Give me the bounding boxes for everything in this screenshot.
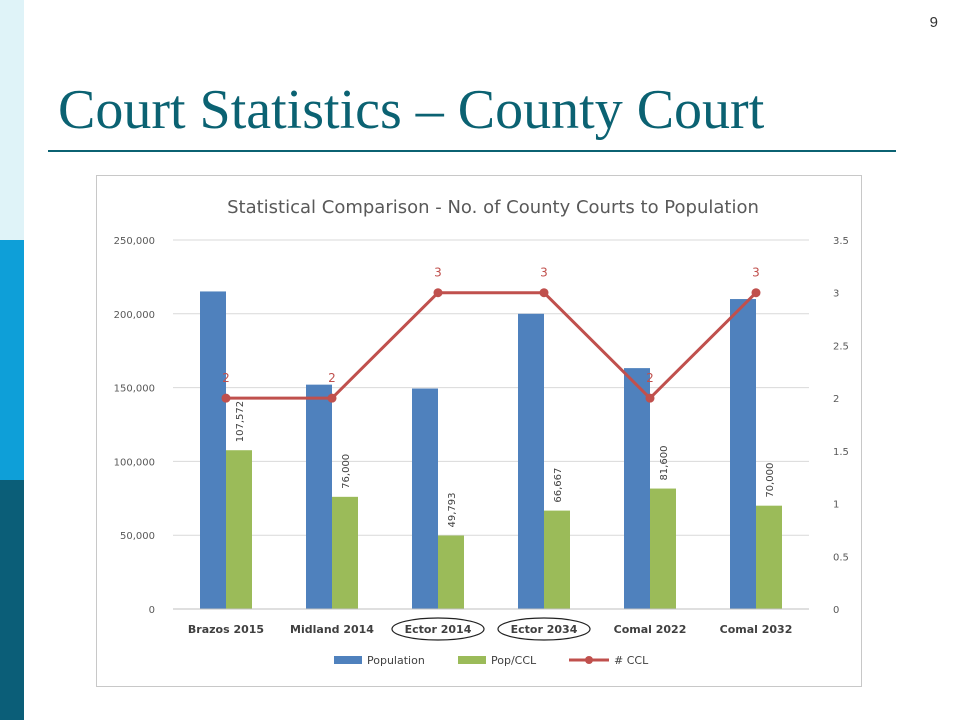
marker-ccl (751, 288, 761, 298)
data-label-pop-ccl: 107,572 (235, 401, 246, 442)
y-right-tick-label: 0.5 (833, 552, 849, 563)
chart-title: Statistical Comparison - No. of County C… (227, 197, 759, 218)
slide-title: Court Statistics – County Court (58, 79, 765, 141)
category-label: Ector 2014 (405, 623, 472, 636)
y-right-tick-label: 3 (833, 289, 839, 300)
legend-swatch-population (334, 656, 362, 664)
marker-ccl (221, 393, 231, 403)
data-label-ccl: 2 (646, 371, 654, 385)
category-highlight-circle (391, 617, 485, 641)
legend-marker-ccl (585, 656, 593, 664)
y-right-tick-label: 0 (833, 605, 839, 616)
chart-frame: Statistical Comparison - No. of County C… (96, 175, 862, 687)
bar-population (306, 384, 332, 609)
bar-pop-ccl (226, 450, 252, 609)
y-left-tick-label: 250,000 (114, 236, 155, 247)
y-left-tick-label: 150,000 (114, 384, 155, 395)
side-accent-bottom (0, 480, 24, 720)
data-label-ccl: 3 (540, 266, 548, 280)
bar-population (624, 368, 650, 609)
side-accent-top (0, 0, 24, 240)
bar-pop-ccl (544, 510, 570, 609)
category-highlight-circle (497, 617, 591, 641)
bar-pop-ccl (438, 535, 464, 609)
category-label: Comal 2022 (614, 623, 687, 636)
data-label-pop-ccl: 70,000 (765, 463, 776, 498)
category-label: Brazos 2015 (188, 623, 264, 636)
y-right-tick-label: 1 (833, 500, 839, 511)
legend-label-ccl: # CCL (614, 654, 649, 667)
data-label-pop-ccl: 81,600 (659, 446, 670, 481)
marker-ccl (645, 393, 655, 403)
y-left-tick-label: 100,000 (114, 457, 155, 468)
y-right-tick-label: 3.5 (833, 236, 849, 247)
legend-label-pop-ccl: Pop/CCL (491, 654, 537, 667)
y-left-tick-label: 0 (149, 605, 155, 616)
category-label: Midland 2014 (290, 623, 374, 636)
bar-population (518, 313, 544, 609)
data-label-ccl: 3 (434, 266, 442, 280)
y-right-tick-label: 1.5 (833, 447, 849, 458)
marker-ccl (433, 288, 443, 298)
marker-ccl (539, 288, 549, 298)
category-label: Comal 2032 (720, 623, 793, 636)
data-label-pop-ccl: 49,793 (447, 493, 458, 528)
y-right-tick-label: 2 (833, 394, 839, 405)
y-left-tick-label: 50,000 (120, 531, 155, 542)
bar-pop-ccl (650, 488, 676, 609)
bar-population (412, 388, 438, 609)
bar-pop-ccl (332, 496, 358, 609)
line-ccl (226, 291, 758, 400)
marker-ccl (327, 393, 337, 403)
y-right-tick-label: 2.5 (833, 341, 849, 352)
data-label-ccl: 3 (752, 266, 760, 280)
data-label-pop-ccl: 66,667 (553, 468, 564, 503)
legend-label-population: Population (367, 654, 425, 667)
y-left-tick-label: 200,000 (114, 310, 155, 321)
bar-population (200, 291, 226, 609)
page-number: 9 (929, 14, 938, 31)
data-label-pop-ccl: 76,000 (341, 454, 352, 489)
data-label-ccl: 2 (328, 371, 336, 385)
data-label-ccl: 2 (222, 371, 230, 385)
title-divider (48, 150, 896, 152)
legend-swatch-pop-ccl (458, 656, 486, 664)
combo-chart: Statistical Comparison - No. of County C… (114, 197, 849, 667)
bar-pop-ccl (756, 505, 782, 609)
category-label: Ector 2034 (511, 623, 578, 636)
side-accent-middle (0, 240, 24, 480)
bar-population (730, 299, 756, 609)
